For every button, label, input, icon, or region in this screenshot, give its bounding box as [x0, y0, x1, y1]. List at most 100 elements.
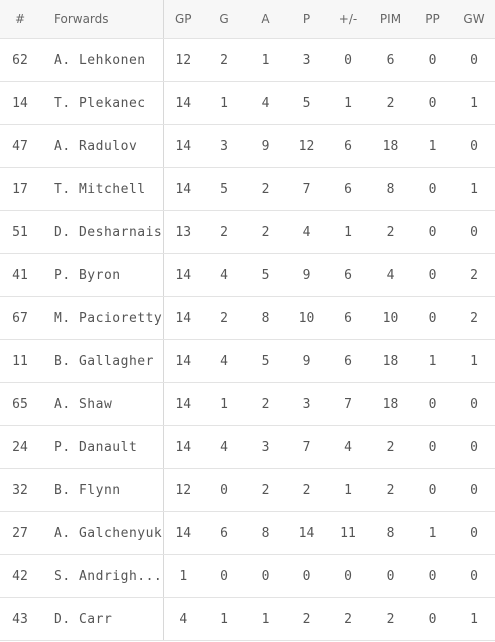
points: 0 [286, 554, 327, 598]
table-row[interactable]: 47 A. Radulov 14 3 9 12 6 18 1 0 [0, 124, 495, 168]
player-name[interactable]: T. Mitchell [40, 167, 164, 211]
games-played: 14 [163, 253, 203, 297]
table-row[interactable]: 43 D. Carr 4 1 1 2 2 2 0 1 [0, 597, 495, 641]
goals: 5 [203, 167, 245, 211]
header-a[interactable]: A [245, 0, 286, 39]
plus-minus: 11 [327, 511, 369, 555]
header-number[interactable]: # [0, 0, 40, 39]
player-name[interactable]: P. Danault [40, 425, 164, 469]
assists: 4 [245, 81, 286, 125]
points: 12 [286, 124, 327, 168]
table-header-row: # Forwards GP G A P +/- PIM PP GW [0, 0, 495, 39]
header-forwards[interactable]: Forwards [40, 0, 164, 39]
goals: 6 [203, 511, 245, 555]
goals: 0 [203, 554, 245, 598]
player-name[interactable]: P. Byron [40, 253, 164, 297]
games-played: 14 [163, 339, 203, 383]
assists: 2 [245, 210, 286, 254]
games-played: 1 [163, 554, 203, 598]
table-row[interactable]: 41 P. Byron 14 4 5 9 6 4 0 2 [0, 253, 495, 297]
plus-minus: 7 [327, 382, 369, 426]
header-plus-minus[interactable]: +/- [327, 0, 369, 39]
table-row[interactable]: 51 D. Desharnais 13 2 2 4 1 2 0 0 [0, 210, 495, 254]
header-pim[interactable]: PIM [369, 0, 412, 39]
plus-minus: 4 [327, 425, 369, 469]
points: 3 [286, 38, 327, 82]
table-row[interactable]: 42 S. Andrigh... 1 0 0 0 0 0 0 0 [0, 554, 495, 598]
player-name[interactable]: T. Plekanec [40, 81, 164, 125]
penalty-minutes: 10 [369, 296, 412, 340]
games-played: 14 [163, 81, 203, 125]
goals: 2 [203, 210, 245, 254]
games-played: 12 [163, 468, 203, 512]
table-row[interactable]: 27 A. Galchenyuk 14 6 8 14 11 8 1 0 [0, 511, 495, 555]
goals: 1 [203, 382, 245, 426]
power-play-goals: 0 [412, 425, 453, 469]
points: 3 [286, 382, 327, 426]
penalty-minutes: 18 [369, 124, 412, 168]
assists: 8 [245, 511, 286, 555]
power-play-goals: 0 [412, 296, 453, 340]
points: 9 [286, 339, 327, 383]
power-play-goals: 0 [412, 167, 453, 211]
player-number: 27 [0, 511, 40, 555]
goals: 4 [203, 425, 245, 469]
player-number: 42 [0, 554, 40, 598]
game-winning-goals: 1 [453, 167, 495, 211]
table-row[interactable]: 11 B. Gallagher 14 4 5 9 6 18 1 1 [0, 339, 495, 383]
player-name[interactable]: D. Desharnais [40, 210, 164, 254]
power-play-goals: 1 [412, 339, 453, 383]
games-played: 14 [163, 124, 203, 168]
header-g[interactable]: G [203, 0, 245, 39]
player-name[interactable]: D. Carr [40, 597, 164, 641]
table-row[interactable]: 24 P. Danault 14 4 3 7 4 2 0 0 [0, 425, 495, 469]
plus-minus: 1 [327, 210, 369, 254]
game-winning-goals: 0 [453, 124, 495, 168]
plus-minus: 2 [327, 597, 369, 641]
header-pp[interactable]: PP [412, 0, 453, 39]
table-row[interactable]: 14 T. Plekanec 14 1 4 5 1 2 0 1 [0, 81, 495, 125]
player-name[interactable]: M. Pacioretty [40, 296, 164, 340]
header-p[interactable]: P [286, 0, 327, 39]
game-winning-goals: 2 [453, 253, 495, 297]
game-winning-goals: 1 [453, 339, 495, 383]
table-row[interactable]: 17 T. Mitchell 14 5 2 7 6 8 0 1 [0, 167, 495, 211]
plus-minus: 0 [327, 38, 369, 82]
player-name[interactable]: A. Galchenyuk [40, 511, 164, 555]
game-winning-goals: 1 [453, 81, 495, 125]
player-name[interactable]: A. Radulov [40, 124, 164, 168]
goals: 4 [203, 253, 245, 297]
table-row[interactable]: 32 B. Flynn 12 0 2 2 1 2 0 0 [0, 468, 495, 512]
player-name[interactable]: A. Shaw [40, 382, 164, 426]
plus-minus: 1 [327, 81, 369, 125]
power-play-goals: 0 [412, 38, 453, 82]
games-played: 12 [163, 38, 203, 82]
header-gw[interactable]: GW [453, 0, 495, 39]
header-gp[interactable]: GP [163, 0, 203, 39]
game-winning-goals: 0 [453, 425, 495, 469]
player-name[interactable]: S. Andrigh... [40, 554, 164, 598]
table-row[interactable]: 65 A. Shaw 14 1 2 3 7 18 0 0 [0, 382, 495, 426]
goals: 0 [203, 468, 245, 512]
plus-minus: 1 [327, 468, 369, 512]
penalty-minutes: 18 [369, 339, 412, 383]
player-name[interactable]: A. Lehkonen [40, 38, 164, 82]
assists: 1 [245, 38, 286, 82]
game-winning-goals: 1 [453, 597, 495, 641]
assists: 2 [245, 167, 286, 211]
player-number: 67 [0, 296, 40, 340]
goals: 1 [203, 81, 245, 125]
player-number: 41 [0, 253, 40, 297]
goals: 4 [203, 339, 245, 383]
points: 10 [286, 296, 327, 340]
game-winning-goals: 0 [453, 210, 495, 254]
player-name[interactable]: B. Flynn [40, 468, 164, 512]
table-row[interactable]: 67 M. Pacioretty 14 2 8 10 6 10 0 2 [0, 296, 495, 340]
power-play-goals: 0 [412, 210, 453, 254]
table-row[interactable]: 62 A. Lehkonen 12 2 1 3 0 6 0 0 [0, 38, 495, 82]
player-name[interactable]: B. Gallagher [40, 339, 164, 383]
game-winning-goals: 2 [453, 296, 495, 340]
power-play-goals: 1 [412, 124, 453, 168]
assists: 0 [245, 554, 286, 598]
